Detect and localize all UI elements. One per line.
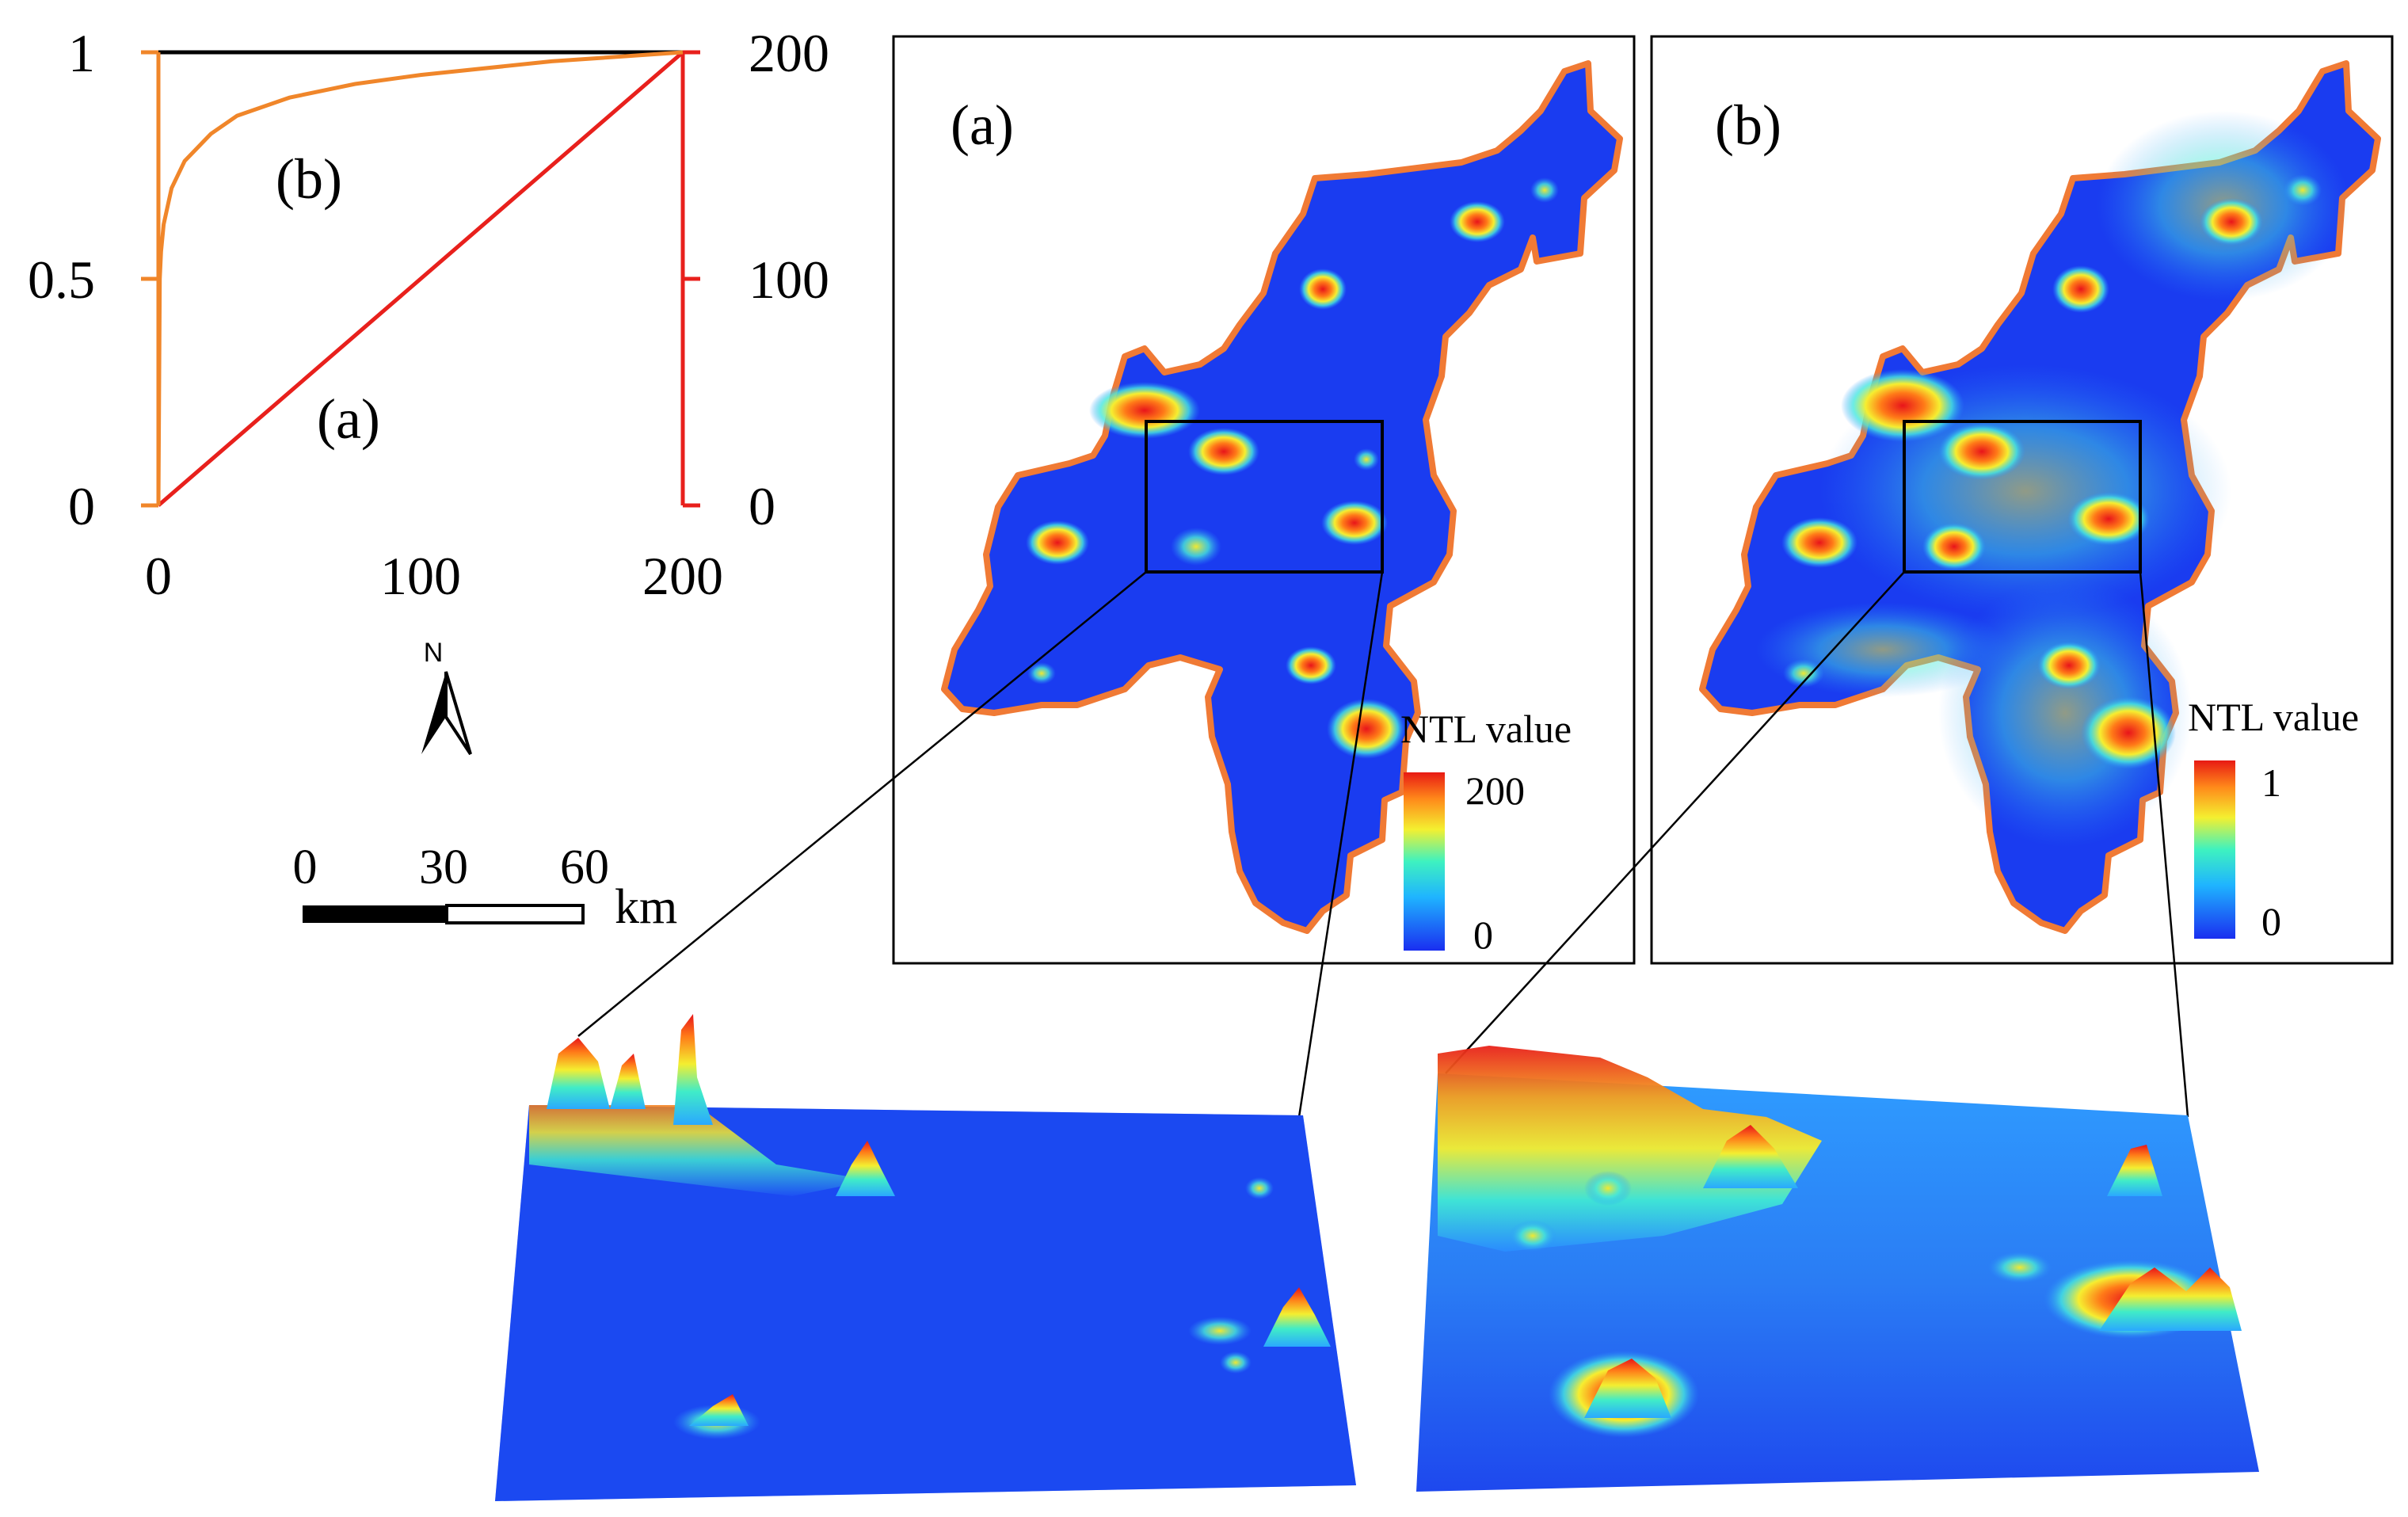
north-arrow-icon [421, 672, 446, 754]
map-a-legend-min: 0 [1473, 913, 1493, 957]
y-right-tick-label: 200 [749, 23, 829, 83]
map-a-zoom-box [1145, 420, 1384, 574]
curve-a-line [157, 51, 684, 507]
y-left-tick-label: 0 [68, 476, 95, 536]
transform-chart: 0 100 200 0 0.5 1 0 100 200 (b) (a) [28, 23, 829, 606]
x-tick-label: 0 [145, 546, 172, 606]
y-right-tick-label: 0 [749, 476, 775, 536]
x-tick-label: 200 [642, 546, 723, 606]
zoom-connectors [577, 571, 2189, 1118]
chart-ticks: 0 100 200 0 0.5 1 0 100 200 [28, 23, 829, 606]
map-b-region [1702, 63, 2378, 931]
scale-unit: km [615, 880, 677, 934]
scale-tick-0: 0 [293, 840, 318, 894]
north-arrow-label: N [424, 638, 444, 668]
map-b-legend-max: 1 [2261, 760, 2281, 805]
north-arrow: N [421, 638, 472, 756]
map-a-legend-max: 200 [1465, 768, 1525, 813]
y-left-tick-label: 0.5 [28, 250, 95, 310]
y-right-tick-label: 100 [749, 250, 829, 310]
map-a-legend-bar [1404, 772, 1445, 951]
3d-surface-a [495, 1014, 1356, 1501]
y-left-tick-label: 1 [68, 23, 95, 83]
map-a-lights [1026, 177, 1559, 759]
scale-bar-black [303, 905, 447, 923]
3d-surface-b [1416, 1046, 2259, 1492]
map-b-legend-bar [2194, 760, 2235, 939]
curve-b-label: (b) [276, 147, 342, 211]
map-b-label: (b) [1715, 93, 1781, 157]
scale-tick-60: 60 [560, 840, 609, 894]
scale-tick-30: 30 [419, 840, 468, 894]
scale-bar: 0 30 60 km [293, 840, 678, 934]
map-b-panel: (b) NTL value 1 0 [1650, 35, 2394, 965]
x-tick-label: 100 [380, 546, 461, 606]
map-a-legend-title: NTL value [1400, 707, 1572, 751]
map-a-panel: (a) NTL value 200 0 [892, 35, 1636, 965]
map-b-zoom-box [1903, 420, 2142, 574]
map-b-lights [1781, 174, 2322, 769]
map-a-label: (a) [951, 93, 1014, 157]
curve-b-line [156, 50, 684, 506]
map-a-region [944, 63, 1620, 931]
scale-bar-white [445, 904, 585, 924]
map-b-legend-title: NTL value [2188, 695, 2359, 739]
curve-a-label: (a) [317, 387, 380, 451]
map-b-legend-min: 0 [2261, 899, 2281, 943]
